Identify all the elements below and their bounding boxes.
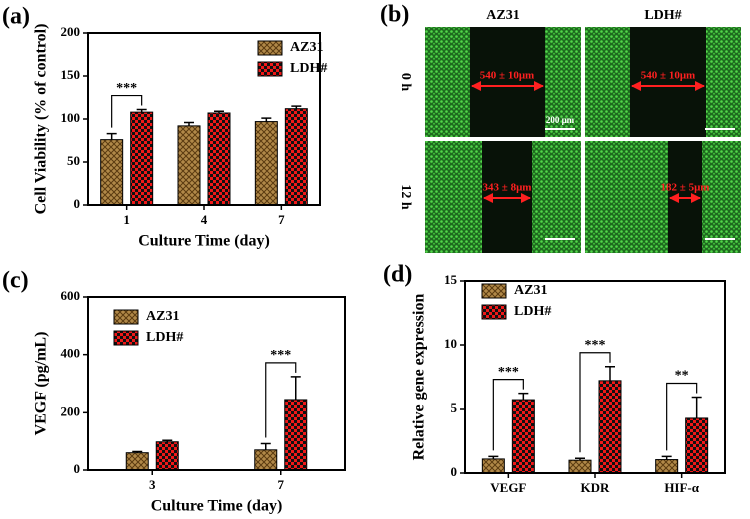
legend-swatch xyxy=(113,330,139,346)
error-bar xyxy=(575,457,585,461)
row-label: 0 h xyxy=(398,73,413,92)
y-axis-label: VEGF (pg/mL) xyxy=(33,332,50,436)
error-bar xyxy=(691,396,702,418)
error-bar xyxy=(132,450,143,453)
y-tick-label: 150 xyxy=(61,67,81,82)
significance-bracket xyxy=(666,382,698,451)
y-tick-label: 600 xyxy=(61,288,81,303)
error-bar xyxy=(184,121,194,126)
panel-label: (b) xyxy=(380,2,409,28)
significance-label: *** xyxy=(498,365,519,380)
bar xyxy=(685,417,709,474)
scale-bar-label: 200 μm xyxy=(546,115,575,125)
panel-label: (a) xyxy=(2,4,30,30)
legend-label: AZ31 xyxy=(514,283,547,298)
y-tick-label: 200 xyxy=(61,403,81,418)
micrographs xyxy=(425,27,741,253)
bar xyxy=(130,111,154,206)
y-axis-label: Relative gene expression xyxy=(411,294,428,461)
x-tick-label: 7 xyxy=(278,212,285,227)
significance-label: *** xyxy=(116,81,137,96)
bar xyxy=(655,459,679,474)
legend-label: LDH# xyxy=(290,61,327,76)
x-tick-label: HIF-α xyxy=(664,480,699,495)
legend-swatch xyxy=(481,283,507,299)
panel-label: (d) xyxy=(383,262,412,288)
error-bar xyxy=(106,132,117,140)
x-tick-label: VEGF xyxy=(490,480,526,495)
column-label: LDH# xyxy=(644,8,681,23)
legend-swatch xyxy=(257,40,283,56)
bar xyxy=(598,380,622,474)
legend-swatch xyxy=(257,61,283,77)
y-tick-label: 15 xyxy=(444,272,458,287)
measurement: 540 ± 10μm xyxy=(480,70,534,82)
bar xyxy=(254,449,278,471)
significance-label: *** xyxy=(270,348,291,363)
bar xyxy=(155,441,179,471)
error-bar xyxy=(291,105,302,109)
column-label: AZ31 xyxy=(486,8,519,23)
y-tick-label: 5 xyxy=(451,400,458,415)
legend-swatch xyxy=(481,304,507,320)
x-tick-label: 1 xyxy=(123,212,130,227)
y-axis-label: Cell Viability (% of control) xyxy=(33,24,50,215)
significance-bracket xyxy=(579,352,611,453)
legend-label: LDH# xyxy=(146,330,183,345)
error-bar xyxy=(488,455,499,459)
y-tick-label: 0 xyxy=(74,196,81,211)
significance-label: ** xyxy=(675,369,689,384)
bar xyxy=(511,399,535,474)
significance-bracket xyxy=(265,362,297,438)
row-label: 12 h xyxy=(398,184,413,210)
legend-label: LDH# xyxy=(514,304,551,319)
y-tick-label: 100 xyxy=(61,110,81,125)
error-bar xyxy=(162,439,173,442)
x-tick-label: 3 xyxy=(149,477,156,492)
error-bar xyxy=(661,455,672,460)
significance-bracket xyxy=(111,94,143,128)
plot-frame xyxy=(87,32,321,206)
plot-frame xyxy=(464,280,726,474)
bar xyxy=(568,459,592,474)
significance-label: *** xyxy=(585,338,606,353)
error-bar xyxy=(290,376,301,400)
legend-label: AZ31 xyxy=(290,40,323,55)
y-tick-label: 0 xyxy=(451,464,458,479)
bar xyxy=(284,108,308,206)
bar xyxy=(177,125,201,206)
x-tick-label: KDR xyxy=(581,480,611,495)
bar xyxy=(207,112,231,206)
measurement: 182 ± 5μm xyxy=(661,182,710,194)
y-tick-label: 10 xyxy=(444,336,457,351)
legend-label: AZ31 xyxy=(146,309,179,324)
x-tick-label: 4 xyxy=(201,212,208,227)
measurement: 540 ± 10μm xyxy=(641,70,695,82)
x-axis-label: Culture Time (day) xyxy=(151,498,283,515)
error-bar xyxy=(214,110,224,113)
significance-bracket xyxy=(492,379,524,451)
panel-label: (c) xyxy=(2,268,29,294)
y-tick-label: 200 xyxy=(61,24,81,39)
bar xyxy=(481,458,505,474)
legend-swatch xyxy=(113,309,139,325)
error-bar xyxy=(136,108,147,113)
measurement: 343 ± 8μm xyxy=(483,182,532,194)
bar xyxy=(100,139,124,206)
x-axis-label: Culture Time (day) xyxy=(138,233,270,250)
y-tick-label: 0 xyxy=(74,461,81,476)
x-tick-label: 7 xyxy=(278,477,285,492)
error-bar xyxy=(261,117,272,122)
error-bar xyxy=(260,442,271,450)
error-bar xyxy=(518,392,529,401)
bar xyxy=(254,121,278,206)
bar xyxy=(284,399,308,471)
y-tick-label: 400 xyxy=(61,346,81,361)
error-bar xyxy=(605,366,615,381)
y-tick-label: 50 xyxy=(67,153,80,168)
bar xyxy=(125,452,149,471)
plot-frame xyxy=(87,296,346,471)
